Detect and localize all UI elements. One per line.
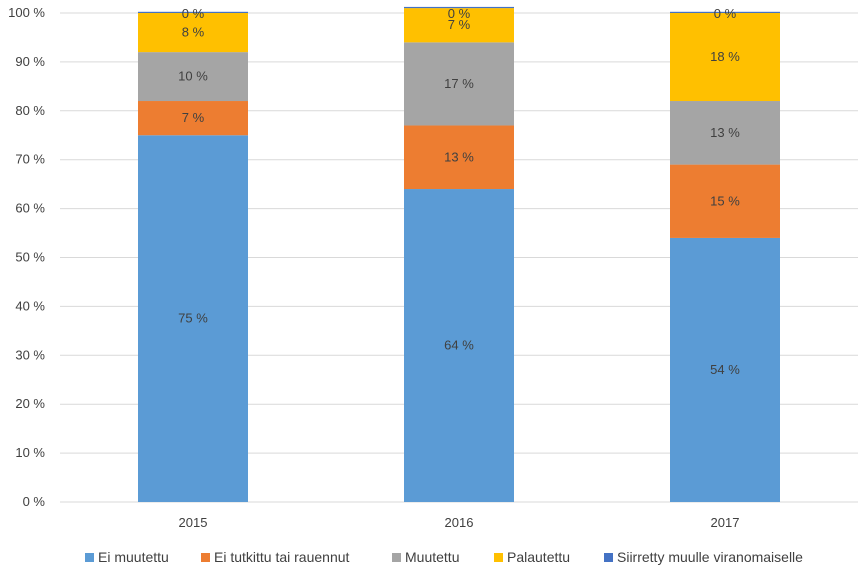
y-axis: 0 % 10 % 20 % 30 % 40 % 50 % 60 % 70 % 80 % 90 % 1… — [8, 5, 45, 509]
legend-swatch — [392, 553, 401, 562]
data-labels: 75 %7 %10 %8 %0 %64 %13 %17 %7 %0 %54 %1… — [178, 6, 740, 377]
bar-segment-2016-1 — [404, 125, 514, 190]
data-label: 7 % — [448, 17, 471, 32]
x-tick-label: 2015 — [179, 515, 208, 530]
bar-segment-2017-3 — [670, 13, 780, 102]
legend-label: Siirretty muulle viranomaiselle — [617, 549, 803, 565]
legend-swatch — [201, 553, 210, 562]
data-label: 75 % — [178, 311, 208, 326]
data-label: 13 % — [710, 125, 740, 140]
y-tick-label: 80 % — [15, 103, 45, 118]
data-label: 17 % — [444, 76, 474, 91]
data-label: 0 % — [714, 6, 737, 21]
y-tick-label: 40 % — [15, 298, 45, 313]
data-label: 0 % — [448, 6, 471, 21]
bar-segment-2015-0 — [138, 135, 248, 502]
legend: Ei muutettu Ei tutkittu tai rauennut Muute… — [85, 549, 803, 565]
y-tick-label: 20 % — [15, 396, 45, 411]
y-tick-label: 60 % — [15, 201, 45, 216]
data-label: 13 % — [444, 149, 474, 164]
y-tick-label: 70 % — [15, 152, 45, 167]
x-tick-label: 2016 — [445, 515, 474, 530]
x-axis: 2015 2016 2017 — [179, 515, 740, 530]
data-label: 54 % — [710, 362, 740, 377]
bar-segment-2015-2 — [138, 52, 248, 102]
y-tick-label: 30 % — [15, 347, 45, 362]
data-label: 15 % — [710, 193, 740, 208]
legend-swatch — [604, 553, 613, 562]
x-tick-label: 2017 — [711, 515, 740, 530]
data-label: 7 % — [182, 110, 205, 125]
bar-segment-2017-4 — [670, 11, 780, 13]
y-tick-label: 50 % — [15, 250, 45, 265]
bar-segment-2017-2 — [670, 101, 780, 165]
legend-label: Ei muutettu — [98, 549, 169, 565]
legend-swatch — [494, 553, 503, 562]
data-label: 18 % — [710, 49, 740, 64]
legend-label: Palautettu — [507, 549, 570, 565]
bars — [138, 6, 780, 503]
data-label: 64 % — [444, 338, 474, 353]
bar-segment-2017-1 — [670, 164, 780, 238]
legend-swatch — [85, 553, 94, 562]
data-label: 8 % — [182, 25, 205, 40]
bar-segment-2016-0 — [404, 189, 514, 503]
legend-label: Ei tutkittu tai rauennut — [214, 549, 350, 565]
bar-segment-2015-3 — [138, 13, 248, 53]
data-label: 0 % — [182, 6, 205, 21]
y-tick-label: 10 % — [15, 445, 45, 460]
bar-segment-2016-4 — [404, 6, 514, 9]
y-tick-label: 100 % — [8, 5, 45, 20]
data-label: 10 % — [178, 69, 208, 84]
y-tick-label: 90 % — [15, 54, 45, 69]
bar-segment-2016-2 — [404, 42, 514, 126]
y-tick-label: 0 % — [23, 494, 46, 509]
bar-segment-2016-3 — [404, 8, 514, 43]
bar-segment-2015-4 — [138, 11, 248, 13]
bar-segment-2015-1 — [138, 101, 248, 136]
bar-segment-2017-0 — [670, 237, 780, 502]
legend-label: Muutettu — [405, 549, 459, 565]
